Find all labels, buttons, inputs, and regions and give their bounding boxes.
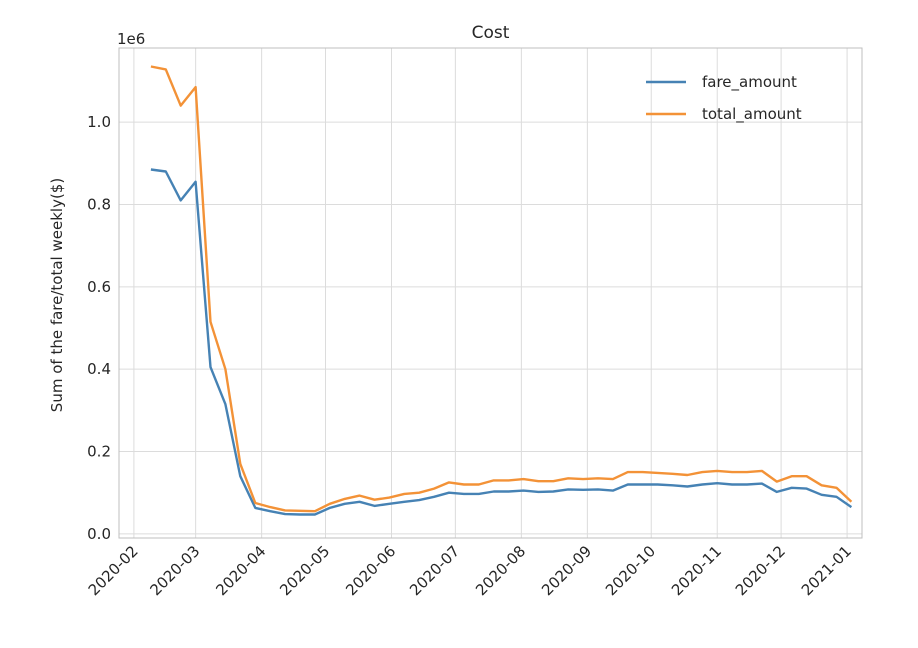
y-axis-label: Sum of the fare/total weekly($) [48,178,66,412]
y-tick-label: 1.0 [87,113,111,131]
y-axis: 0.0 0.2 0.4 0.6 0.8 1.0 [87,113,111,543]
y-tick-label: 0.4 [87,360,111,378]
y-axis-offset-label: 1e6 [117,30,145,48]
series-line-fare_amount [150,168,853,516]
y-tick-label: 0.6 [87,278,111,296]
y-tick-label: 0.8 [87,195,111,213]
legend: fare_amount total_amount [646,73,802,124]
plot-frame [118,47,863,539]
chart-title: Cost [472,23,510,43]
y-tick-label: 0.0 [87,525,111,543]
legend-label-total_amount: total_amount [702,105,802,124]
grid [119,48,862,538]
legend-label-fare_amount: fare_amount [702,73,797,92]
y-tick-label: 0.2 [87,443,111,461]
series-line-total_amount [150,65,853,513]
series-layer [150,65,853,516]
